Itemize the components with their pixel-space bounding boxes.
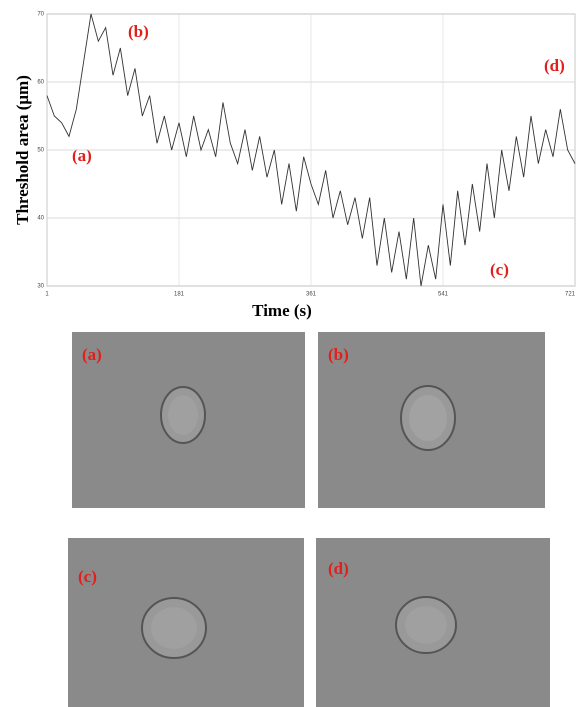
x-axis-label: Time (s) — [252, 301, 312, 320]
data-line — [46, 13, 576, 287]
y-tick-label: 60 — [37, 80, 44, 86]
panel-label: (b) — [328, 345, 349, 364]
micrograph — [72, 332, 305, 508]
annotation: (d) — [544, 56, 565, 75]
annotation: (c) — [490, 260, 509, 279]
x-tick-label: 1 — [45, 292, 49, 298]
x-tick-label: 361 — [306, 292, 317, 298]
y-tick-label: 40 — [37, 216, 44, 222]
x-tick-label: 181 — [174, 292, 185, 298]
micrograph — [318, 332, 545, 508]
x-tick-label: 721 — [565, 292, 576, 298]
x-tick-label: 541 — [438, 292, 449, 298]
y-tick-label: 30 — [37, 284, 44, 290]
micrograph — [68, 538, 304, 707]
micrograph — [316, 538, 550, 707]
panel-label: (d) — [328, 559, 349, 578]
annotation: (b) — [128, 22, 149, 41]
panel-label: (c) — [78, 567, 97, 586]
y-axis-label: Threshold area (μm) — [13, 75, 32, 225]
y-tick-label: 70 — [37, 12, 44, 18]
annotation: (a) — [72, 146, 92, 165]
y-tick-label: 50 — [37, 148, 44, 154]
panel-label: (a) — [82, 345, 102, 364]
